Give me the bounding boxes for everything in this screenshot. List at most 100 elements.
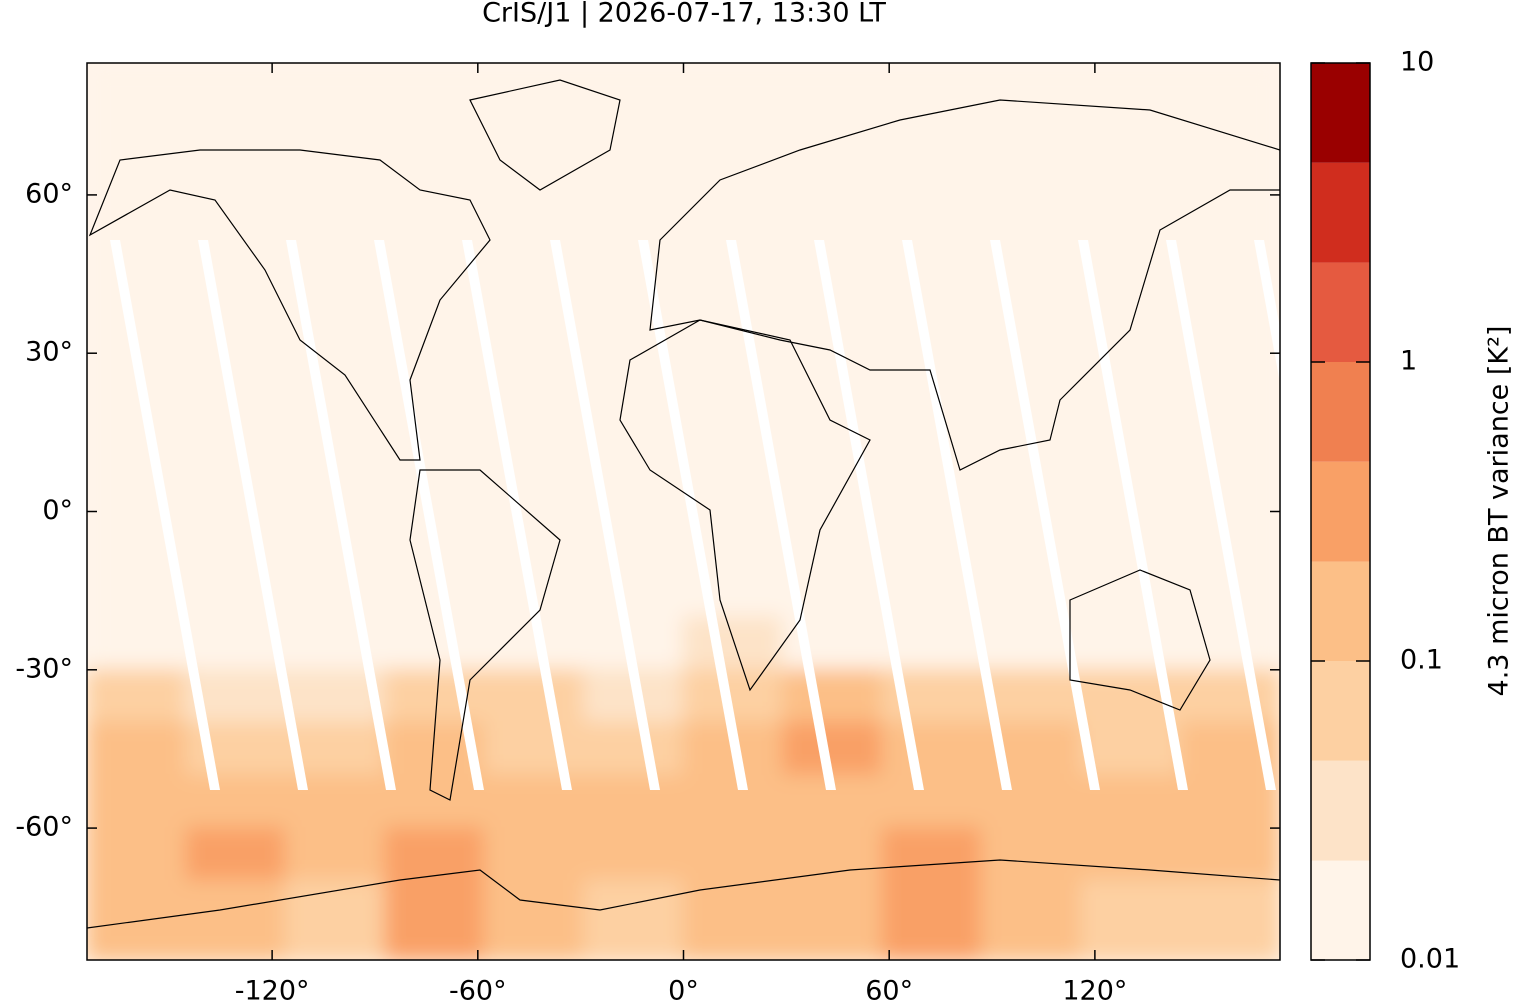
grid-cell (384, 827, 486, 882)
y-tick-label: 60° (25, 178, 73, 209)
grid-cell (1179, 63, 1280, 196)
grid-cell (87, 63, 188, 196)
grid-cell (284, 63, 387, 196)
grid-cell (781, 721, 884, 777)
grid-cell (483, 63, 586, 196)
y-tick-label: 0° (42, 495, 73, 526)
x-tick-label: 0° (668, 976, 699, 1002)
grid-cell (682, 774, 784, 830)
grid-cell (185, 774, 287, 830)
colorbar-level (1311, 63, 1370, 163)
swath-gap (198, 240, 308, 790)
grid-cell (384, 879, 486, 960)
grid-cell (583, 510, 685, 619)
grid-cell (980, 193, 1083, 355)
grid-cell (980, 63, 1083, 196)
grid-cell (384, 616, 486, 671)
grid-cell (583, 193, 685, 355)
grid-cell (583, 721, 685, 777)
grid-cell (881, 721, 983, 777)
y-tick-label: -30° (15, 653, 73, 684)
grid-cell (483, 827, 586, 882)
grid-cell (87, 721, 188, 777)
grid-cell (980, 774, 1083, 830)
swath-gap (990, 240, 1100, 790)
swath-gap (1254, 240, 1280, 383)
colorbar-level (1311, 760, 1370, 861)
swath-gap (110, 240, 220, 790)
grid-cell (682, 63, 784, 196)
swath-gap (814, 240, 924, 790)
grid-cell (583, 63, 685, 196)
swath-gap (902, 240, 1012, 790)
colorbar-tick-label: 0.1 (1400, 645, 1443, 676)
grid-cell (781, 827, 884, 882)
grid-cell (1080, 616, 1182, 671)
colorbar-level (1311, 262, 1370, 362)
grid-cell (682, 616, 784, 671)
grid-cell (185, 879, 287, 960)
grid-cell (583, 827, 685, 882)
grid-cell (185, 63, 287, 196)
colorbar-level (1311, 362, 1370, 462)
colorbar-level (1311, 461, 1370, 562)
colorbar (1311, 63, 1370, 960)
grid-cell (881, 827, 983, 882)
grid-cell (881, 63, 983, 196)
grid-cell (483, 668, 586, 724)
grid-cell (185, 193, 287, 355)
grid-cell (384, 668, 486, 724)
swath-gap (462, 240, 572, 790)
grid-cell (1179, 616, 1280, 671)
coastlines (87, 79, 1280, 929)
grid-cell (87, 827, 188, 882)
variance-grid (87, 63, 1280, 960)
colorbar-level (1311, 661, 1370, 761)
grid-cell (1080, 721, 1182, 777)
colorbar-tick-label: 10 (1400, 47, 1434, 78)
grid-cell (682, 827, 784, 882)
grid-cell (87, 668, 188, 724)
x-tick-label: -60° (449, 976, 507, 1002)
colorbar-tick-label: 0.01 (1400, 944, 1460, 975)
x-tick-label: 120° (1062, 976, 1127, 1002)
grid-cell (583, 774, 685, 830)
colorbar-level (1311, 860, 1370, 960)
grid-cell (87, 774, 188, 830)
grid-cell (682, 879, 784, 960)
y-tick-label: 30° (25, 337, 73, 368)
grid-cell (1179, 774, 1280, 830)
grid-cell (483, 721, 586, 777)
grid-cell (980, 510, 1083, 619)
swath-gap (550, 240, 660, 790)
grid-cell (284, 510, 387, 619)
x-tick-label: -120° (235, 976, 310, 1002)
grid-cell (284, 827, 387, 882)
grid-cell (781, 879, 884, 960)
grid-cell (980, 879, 1083, 960)
grid-cell (384, 63, 486, 196)
grid-cell (1080, 827, 1182, 882)
grid-cell (87, 193, 188, 355)
grid-cell (87, 879, 188, 960)
grid-cell (881, 193, 983, 355)
swath-gap (726, 240, 836, 790)
y-tick-label: -60° (15, 812, 73, 843)
chart-title: CrIS/J1 | 2026-07-17, 13:30 LT (482, 0, 886, 29)
grid-cell (1179, 827, 1280, 882)
colorbar-tick-label: 1 (1400, 346, 1417, 377)
x-tick-label: 60° (865, 976, 913, 1002)
grid-cell (881, 774, 983, 830)
grid-cell (980, 827, 1083, 882)
grid-cell (1179, 879, 1280, 960)
grid-cell (1080, 63, 1182, 196)
swath-gap (1166, 240, 1276, 790)
grid-cell (881, 879, 983, 960)
colorbar-label: 4.3 micron BT variance [K²] (1484, 326, 1515, 697)
grid-cell (284, 879, 387, 960)
swath-gap (1078, 240, 1188, 790)
grid-cell (583, 879, 685, 960)
colorbar-level (1311, 162, 1370, 263)
colorbar-frame (1310, 62, 1371, 961)
